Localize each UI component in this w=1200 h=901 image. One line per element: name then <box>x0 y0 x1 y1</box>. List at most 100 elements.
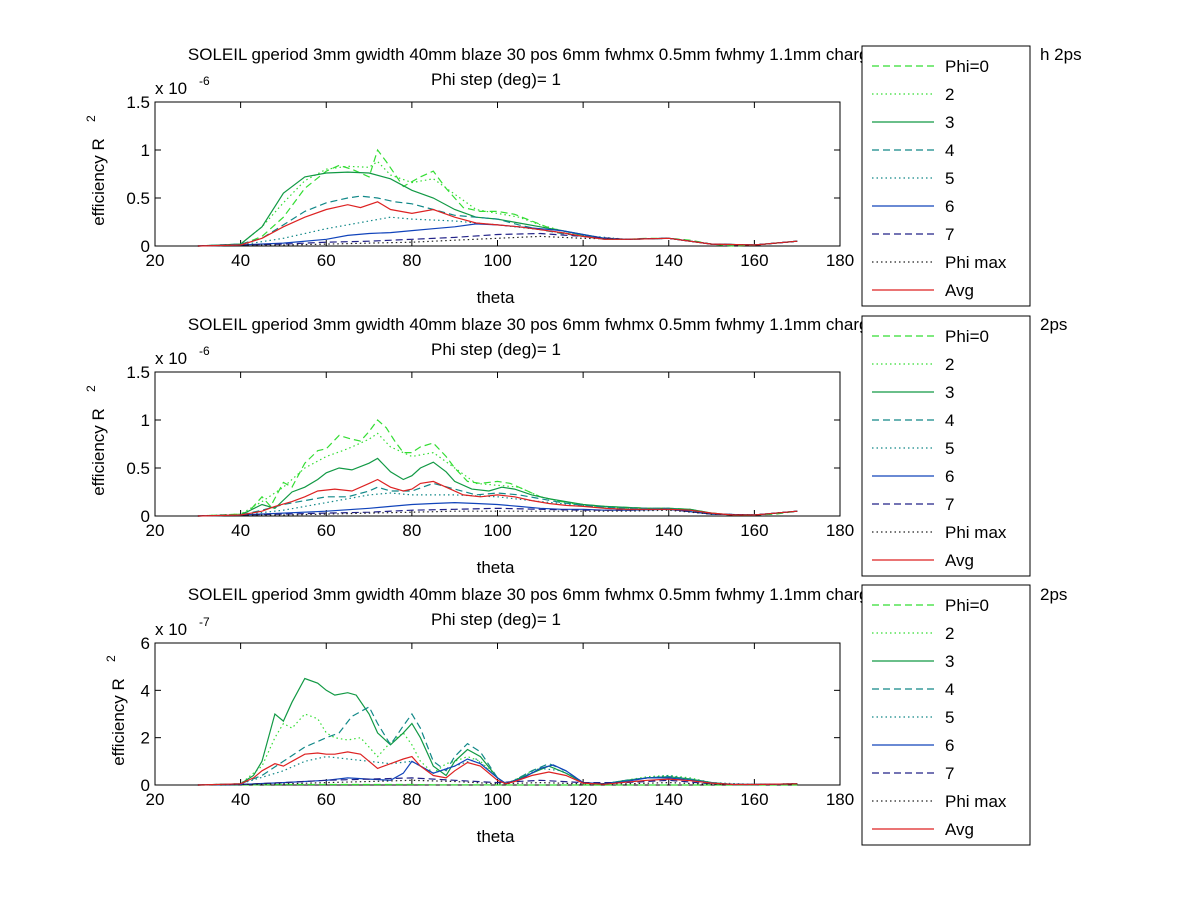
legend-item: Phi=0 <box>872 596 989 615</box>
legend-item: 4 <box>872 411 954 430</box>
x-tick-label: 60 <box>317 521 336 540</box>
legend-item: 6 <box>872 736 954 755</box>
chart-title-tail: 2ps <box>1040 585 1067 604</box>
legend-label: Phi=0 <box>945 596 989 615</box>
legend-item: 4 <box>872 141 954 160</box>
chart-title-tail: 2ps <box>1040 315 1067 334</box>
legend-label: 4 <box>945 680 954 699</box>
legend-item: 7 <box>872 495 954 514</box>
axis-exponent-base: x 10 <box>155 620 187 639</box>
legend-item: 3 <box>872 113 954 132</box>
series-line-8 <box>197 779 798 786</box>
legend-item: 7 <box>872 225 954 244</box>
series-group <box>197 419 798 517</box>
x-tick-label: 160 <box>740 521 768 540</box>
y-axis-label-superscript: 2 <box>104 655 118 662</box>
y-tick-label: 1.5 <box>126 93 150 112</box>
x-tick-label: 140 <box>655 251 683 270</box>
series-line-4 <box>197 706 798 786</box>
series-group <box>197 148 798 247</box>
y-tick-label: 1.5 <box>126 363 150 382</box>
series-line-4 <box>197 195 798 247</box>
legend-label: Phi max <box>945 523 1007 542</box>
legend-label: 2 <box>945 85 954 104</box>
x-tick-label: 180 <box>826 251 854 270</box>
legend-item: Avg <box>872 281 974 300</box>
y-tick-label: 0 <box>141 507 150 526</box>
legend-item: Avg <box>872 551 974 570</box>
y-axis-label-superscript: 2 <box>84 385 98 392</box>
legend-label: 3 <box>945 113 954 132</box>
x-tick-label: 180 <box>826 790 854 809</box>
series-line-9 <box>197 201 798 247</box>
y-tick-label: 2 <box>141 729 150 748</box>
y-axis-label-group: efficiency R 2 <box>84 115 108 226</box>
series-line-7 <box>197 777 798 786</box>
legend-item: 3 <box>872 383 954 402</box>
legend-item: 7 <box>872 764 954 783</box>
legend-label: Phi max <box>945 253 1007 272</box>
legend-label: Phi=0 <box>945 327 989 346</box>
x-axis-label: theta <box>477 827 515 846</box>
legend-label: Avg <box>945 551 974 570</box>
legend-item: 2 <box>872 624 954 643</box>
legend-label: 6 <box>945 197 954 216</box>
x-tick-label: 100 <box>483 251 511 270</box>
legend-label: 5 <box>945 439 954 458</box>
x-tick-label: 100 <box>483 521 511 540</box>
chart-panel: SOLEIL gperiod 3mm gwidth 40mm blaze 30 … <box>84 315 1067 577</box>
x-tick-label: 40 <box>231 251 250 270</box>
legend-item: 5 <box>872 708 954 727</box>
x-tick-label: 160 <box>740 790 768 809</box>
chart-panel: SOLEIL gperiod 3mm gwidth 40mm blaze 30 … <box>84 45 1082 307</box>
x-tick-label: 60 <box>317 251 336 270</box>
axis-exponent-power: -7 <box>199 615 210 629</box>
legend: Phi=0 2 3 4 5 6 7 Phi max Avg <box>861 45 1031 307</box>
legend-label: 3 <box>945 383 954 402</box>
axes-box <box>154 642 841 786</box>
legend-label: Phi=0 <box>945 57 989 76</box>
legend-item: 5 <box>872 169 954 188</box>
x-tick-label: 80 <box>402 251 421 270</box>
chart-title: SOLEIL gperiod 3mm gwidth 40mm blaze 30 … <box>188 585 892 604</box>
legend-item: 6 <box>872 467 954 486</box>
x-tick-label: 160 <box>740 251 768 270</box>
series-line-1 <box>197 783 798 786</box>
x-axis-label: theta <box>477 558 515 577</box>
chart-title: SOLEIL gperiod 3mm gwidth 40mm blaze 30 … <box>188 315 892 334</box>
series-line-2 <box>197 432 798 517</box>
x-tick-label: 100 <box>483 790 511 809</box>
legend-item: Phi max <box>872 523 1007 542</box>
legend-item: Phi=0 <box>872 327 989 346</box>
y-axis-label-superscript: 2 <box>84 115 98 122</box>
legend-label: 3 <box>945 652 954 671</box>
legend-label: 2 <box>945 355 954 374</box>
y-tick-label: 0.5 <box>126 459 150 478</box>
legend-item: Phi max <box>872 792 1007 811</box>
y-tick-label: 1 <box>141 141 150 160</box>
x-tick-label: 60 <box>317 790 336 809</box>
x-tick-label: 40 <box>231 790 250 809</box>
legend-item: 5 <box>872 439 954 458</box>
chart-title-tail: h 2ps <box>1040 45 1082 64</box>
legend-item: 3 <box>872 652 954 671</box>
legend-box <box>861 315 1031 577</box>
x-tick-label: 120 <box>569 251 597 270</box>
legend-box <box>861 45 1031 307</box>
legend: Phi=0 2 3 4 5 6 7 Phi max Avg <box>861 584 1031 846</box>
legend-item: 2 <box>872 355 954 374</box>
legend-item: 6 <box>872 197 954 216</box>
y-tick-label: 6 <box>141 634 150 653</box>
y-tick-label: 0.5 <box>126 189 150 208</box>
series-line-9 <box>197 751 798 786</box>
x-tick-label: 120 <box>569 521 597 540</box>
axis-exponent-power: -6 <box>199 344 210 358</box>
x-tick-label: 20 <box>146 251 165 270</box>
x-tick-label: 140 <box>655 521 683 540</box>
legend-label: 4 <box>945 411 954 430</box>
x-tick-label: 20 <box>146 790 165 809</box>
legend: Phi=0 2 3 4 5 6 7 Phi max Avg <box>861 315 1031 577</box>
x-tick-label: 20 <box>146 521 165 540</box>
legend-label: 7 <box>945 225 954 244</box>
